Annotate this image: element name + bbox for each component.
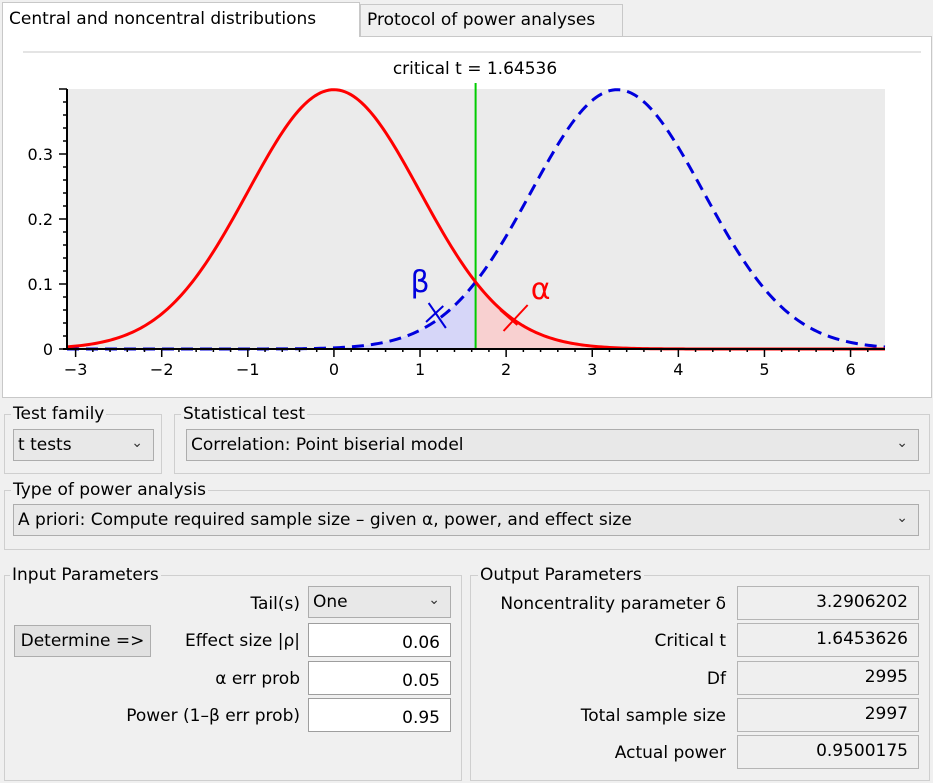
- x-tick-label: −2: [150, 360, 174, 379]
- alpha-region: [475, 282, 885, 349]
- critical-t-output: 1.6453626: [737, 623, 919, 657]
- actual-power-output: 0.9500175: [737, 735, 919, 769]
- x-tick-label: 4: [673, 360, 683, 379]
- actual-power-label: Actual power: [614, 743, 726, 763]
- beta-pointer-cross: [425, 305, 444, 323]
- total-sample-size-output: 2997: [737, 698, 919, 732]
- test-family-select[interactable]: t tests ⌄: [13, 429, 154, 461]
- y-tick-label: 0.1: [28, 275, 53, 294]
- output-parameters-label: Output Parameters: [478, 565, 644, 585]
- test-family-value: t tests: [18, 435, 72, 455]
- tab-bar: Central and noncentral distributions Pro…: [0, 0, 933, 37]
- noncentrality-label: Noncentrality parameter δ: [500, 594, 726, 614]
- noncentrality-output: 3.2906202: [737, 586, 919, 620]
- determine-button[interactable]: Determine =>: [14, 625, 151, 657]
- alpha-label: α: [531, 272, 551, 307]
- x-tick-label: 3: [587, 360, 597, 379]
- x-tick-label: 2: [501, 360, 511, 379]
- chart-title: critical t = 1.64536: [393, 59, 557, 79]
- output-parameters-group: [470, 575, 930, 781]
- x-tick-label: 1: [415, 360, 425, 379]
- statistical-test-select[interactable]: Correlation: Point biserial model ⌄: [186, 429, 919, 461]
- alpha-pointer: [502, 304, 529, 332]
- effect-size-label: Effect size |ρ|: [185, 631, 300, 651]
- tails-value: One: [313, 592, 348, 612]
- input-parameters-group: [4, 575, 462, 781]
- tab-distributions[interactable]: Central and noncentral distributions: [2, 2, 360, 37]
- power-analysis-group: [4, 490, 930, 550]
- y-tick-label: 0: [43, 340, 53, 359]
- df-output: 2995: [737, 661, 919, 695]
- statistical-test-value: Correlation: Point biserial model: [191, 435, 464, 455]
- power-input[interactable]: [308, 698, 451, 732]
- critical-t-label: Critical t: [654, 631, 726, 651]
- test-family-label: Test family: [11, 404, 107, 424]
- alpha-label: α err prob: [215, 669, 300, 689]
- power-analysis-label: Type of power analysis: [11, 480, 209, 500]
- tails-label: Tail(s): [250, 594, 300, 614]
- x-tick-label: −1: [236, 360, 260, 379]
- tails-select[interactable]: One ⌄: [308, 586, 451, 618]
- total-sample-size-label: Total sample size: [580, 706, 726, 726]
- x-tick-label: 0: [329, 360, 339, 379]
- input-parameters-label: Input Parameters: [10, 565, 161, 585]
- power-analysis-select[interactable]: A priori: Compute required sample size –…: [13, 504, 919, 536]
- chevron-down-icon: ⌄: [896, 435, 908, 451]
- y-tick-label: 0.3: [28, 145, 53, 164]
- effect-size-input[interactable]: [308, 623, 451, 657]
- x-tick-label: 6: [845, 360, 855, 379]
- df-label: Df: [706, 669, 726, 689]
- y-tick-label: 0.2: [28, 210, 53, 229]
- power-analysis-value: A priori: Compute required sample size –…: [18, 510, 632, 530]
- x-tick-label: 5: [759, 360, 769, 379]
- tab-protocol[interactable]: Protocol of power analyses: [360, 4, 623, 36]
- statistical-test-label: Statistical test: [181, 404, 308, 424]
- chevron-down-icon: ⌄: [896, 510, 908, 526]
- beta-pointer: [427, 302, 447, 329]
- alpha-input[interactable]: [308, 661, 451, 695]
- chevron-down-icon: ⌄: [428, 592, 440, 608]
- statistical-test-group: [174, 414, 930, 474]
- power-label: Power (1–β err prob): [126, 706, 300, 726]
- x-tick-label: −3: [64, 360, 88, 379]
- distribution-plot-panel: critical t = 1.64536 0 0.1 0.2 0.3 −3 −2 −1 0 1 2…: [2, 36, 932, 398]
- chevron-down-icon: ⌄: [131, 435, 143, 451]
- beta-region: [67, 282, 476, 349]
- beta-label: β: [410, 265, 429, 300]
- distribution-chart: critical t = 1.64536 0 0.1 0.2 0.3 −3 −2 −1 0 1 2…: [23, 51, 921, 379]
- alpha-pointer-cross: [499, 309, 518, 326]
